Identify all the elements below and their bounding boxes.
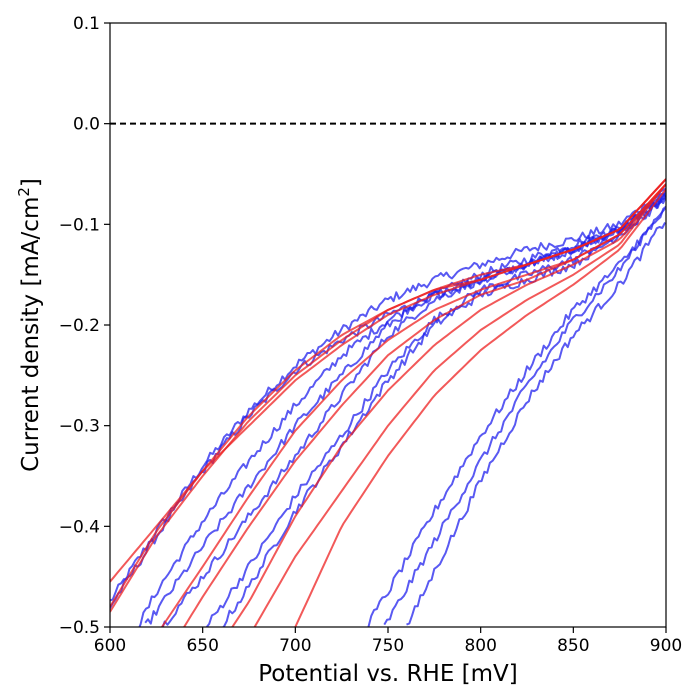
blue-series-line-8 — [383, 207, 666, 626]
x-tick-label: 700 — [279, 636, 311, 656]
y-tick-label: −0.5 — [59, 618, 100, 638]
y-axis-label-main: Current density [mA/cm — [18, 197, 44, 472]
x-tick-label: 850 — [557, 636, 589, 656]
y-axis-ticks: −0.5 −0.4 −0.3 −0.2 −0.1 0.0 0.1 — [59, 14, 110, 638]
x-axis-ticks: 600 650 700 750 800 850 900 — [94, 627, 682, 656]
y-tick-label: −0.4 — [59, 517, 100, 537]
blue-series-line-9 — [406, 222, 666, 626]
blue-series-line-1 — [110, 192, 666, 609]
x-tick-label: 650 — [186, 636, 218, 656]
y-axis-label-superscript: 2 — [15, 187, 33, 197]
x-tick-label: 900 — [650, 636, 682, 656]
blue-series-line-0 — [110, 187, 666, 602]
x-tick-label: 800 — [464, 636, 496, 656]
series-layer — [110, 178, 666, 627]
y-axis-label-close: ] — [18, 178, 44, 187]
red-series-line-16 — [253, 183, 666, 627]
y-tick-label: −0.1 — [59, 215, 100, 235]
x-axis-label: Potential vs. RHE [mV] — [258, 661, 518, 687]
red-series-line-17 — [294, 188, 666, 627]
red-series-line-12 — [110, 178, 666, 608]
blue-series-line-7 — [367, 205, 666, 627]
y-tick-label: 0.0 — [73, 115, 100, 135]
y-axis-label: Current density [mA/cm2] — [15, 178, 44, 472]
x-tick-label: 750 — [372, 636, 404, 656]
y-tick-label: 0.1 — [73, 14, 100, 34]
blue-series-line-3 — [144, 194, 666, 625]
blue-series-line-4 — [161, 192, 666, 627]
y-tick-label: −0.3 — [59, 417, 100, 437]
y-tick-label: −0.2 — [59, 316, 100, 336]
red-series-line-15 — [231, 183, 666, 627]
blue-series-line-5 — [205, 197, 666, 627]
x-tick-label: 600 — [94, 636, 126, 656]
red-series-line-14 — [183, 183, 666, 627]
